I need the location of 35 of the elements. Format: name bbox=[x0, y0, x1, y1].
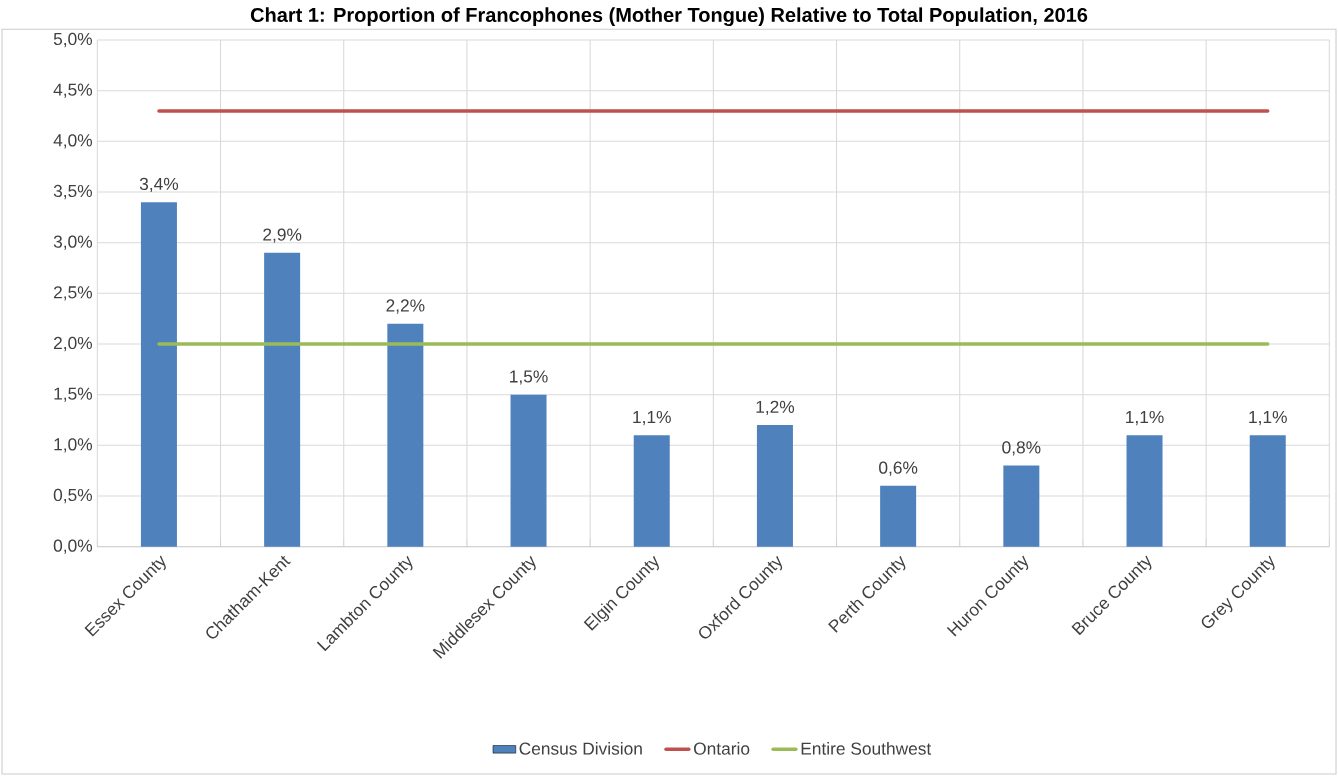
legend-label: Census Division bbox=[519, 742, 642, 755]
bar bbox=[633, 435, 670, 547]
y-tick-label: 1,5% bbox=[54, 387, 93, 402]
bar bbox=[387, 323, 424, 547]
y-tick-label: 5,0% bbox=[53, 32, 93, 48]
data-label: 1,1% bbox=[1249, 410, 1287, 426]
bar bbox=[1003, 465, 1040, 547]
legend-label: Entire Southwest bbox=[801, 742, 932, 755]
data-label: 2,9% bbox=[263, 228, 302, 243]
y-tick-label: 1,0% bbox=[54, 438, 93, 453]
bar bbox=[1249, 435, 1286, 547]
bar bbox=[510, 394, 547, 547]
bar bbox=[880, 485, 917, 547]
y-tick-label: 0,5% bbox=[53, 488, 93, 504]
data-label: 2,2% bbox=[386, 299, 425, 314]
data-label: 0,6% bbox=[879, 461, 918, 476]
bar bbox=[756, 425, 793, 547]
y-tick-label: 0,0% bbox=[53, 539, 93, 554]
data-label: 1,1% bbox=[633, 410, 671, 426]
data-label: 3,4% bbox=[139, 177, 179, 193]
y-tick-label: 2,0% bbox=[54, 336, 93, 352]
data-label: 0,8% bbox=[1002, 441, 1041, 456]
y-tick-label: 3,0% bbox=[53, 235, 93, 250]
bar bbox=[1126, 435, 1163, 547]
chart-title: Chart 1: Proportion of Francophones (Mother Tongue) Relative to Total Population, 2016 bbox=[250, 7, 1088, 27]
bar bbox=[264, 252, 301, 547]
y-tick-label: 3,5% bbox=[53, 184, 93, 200]
y-tick-label: 2,5% bbox=[54, 286, 93, 301]
data-label: 1,1% bbox=[1126, 410, 1164, 426]
data-label: 1,5% bbox=[510, 370, 548, 385]
y-tick-label: 4,5% bbox=[53, 83, 93, 98]
bar bbox=[140, 202, 177, 547]
y-tick-label: 4,0% bbox=[53, 134, 93, 149]
data-label: 1,2% bbox=[756, 400, 795, 416]
legend-label: Ontario bbox=[694, 742, 750, 755]
